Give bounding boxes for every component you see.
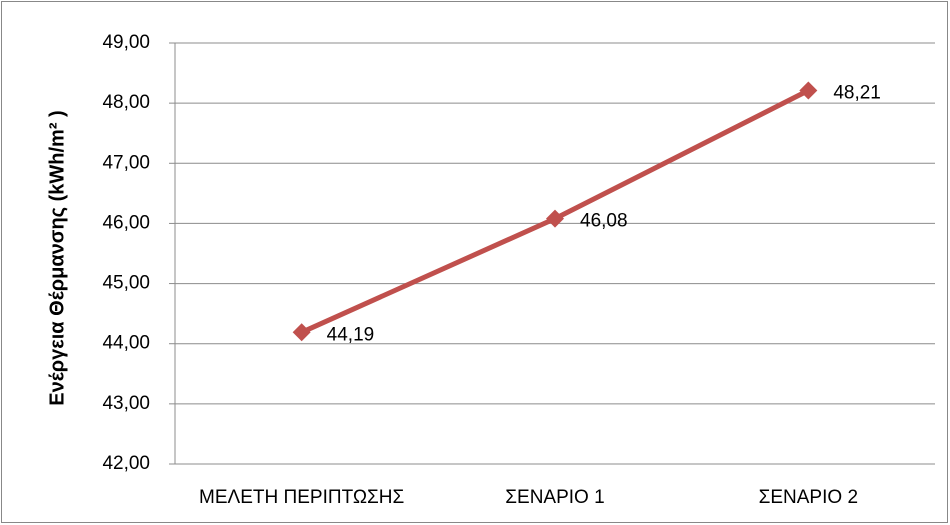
y-tick-label: 45,00 xyxy=(102,273,150,294)
y-tick-label: 49,00 xyxy=(102,32,150,53)
data-label: 48,21 xyxy=(833,83,881,104)
marker xyxy=(546,209,564,228)
y-tick-label: 47,00 xyxy=(102,152,150,173)
y-tick-label: 44,00 xyxy=(102,333,150,354)
x-tick-label: ΣΕΝΑΡΙΟ 2 xyxy=(759,487,858,508)
x-tick-label: ΣΕΝΑΡΙΟ 1 xyxy=(505,487,604,508)
marker xyxy=(799,81,818,100)
y-tick-label: 43,00 xyxy=(102,393,150,414)
data-label: 44,19 xyxy=(327,324,375,345)
y-axis-label: Ενέργεια Θέρμανσης (kWh/m² ) xyxy=(46,110,68,405)
marker xyxy=(292,323,311,342)
y-tick-label: 42,00 xyxy=(102,453,150,474)
x-tick-label: ΜΕΛΕΤΗ ΠΕΡΙΠΤΩΣΗΣ xyxy=(199,487,404,508)
y-tick-label: 48,00 xyxy=(102,92,150,113)
y-tick-label: 46,00 xyxy=(102,212,150,233)
data-label: 46,08 xyxy=(580,211,628,232)
